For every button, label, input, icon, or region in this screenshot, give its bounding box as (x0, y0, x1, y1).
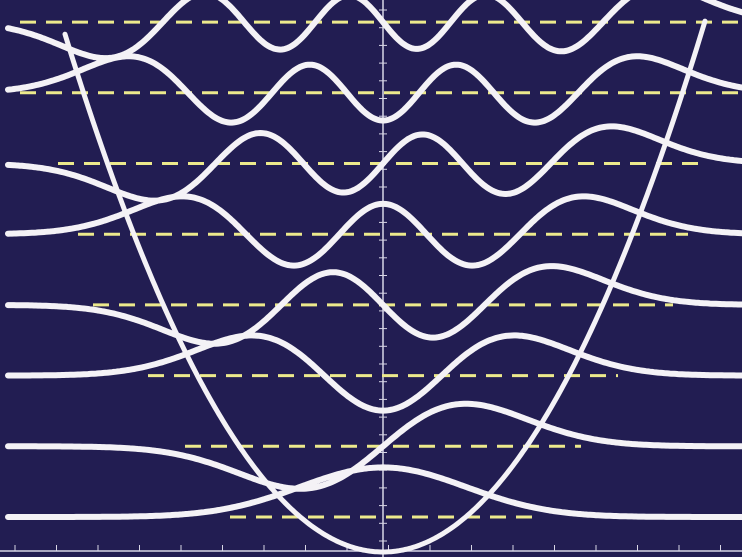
wavefunction (5, 53, 742, 126)
potential-well (62, 18, 708, 555)
wavefunction (5, 123, 742, 204)
wavefunction (5, 263, 742, 347)
wavefunction (5, 400, 742, 492)
wavefunction (5, 0, 742, 62)
wavefunction (5, 464, 742, 520)
wavefunctions (5, 0, 742, 520)
wavefunction (5, 193, 742, 269)
wavefunction (5, 332, 742, 414)
parabola (62, 18, 708, 555)
